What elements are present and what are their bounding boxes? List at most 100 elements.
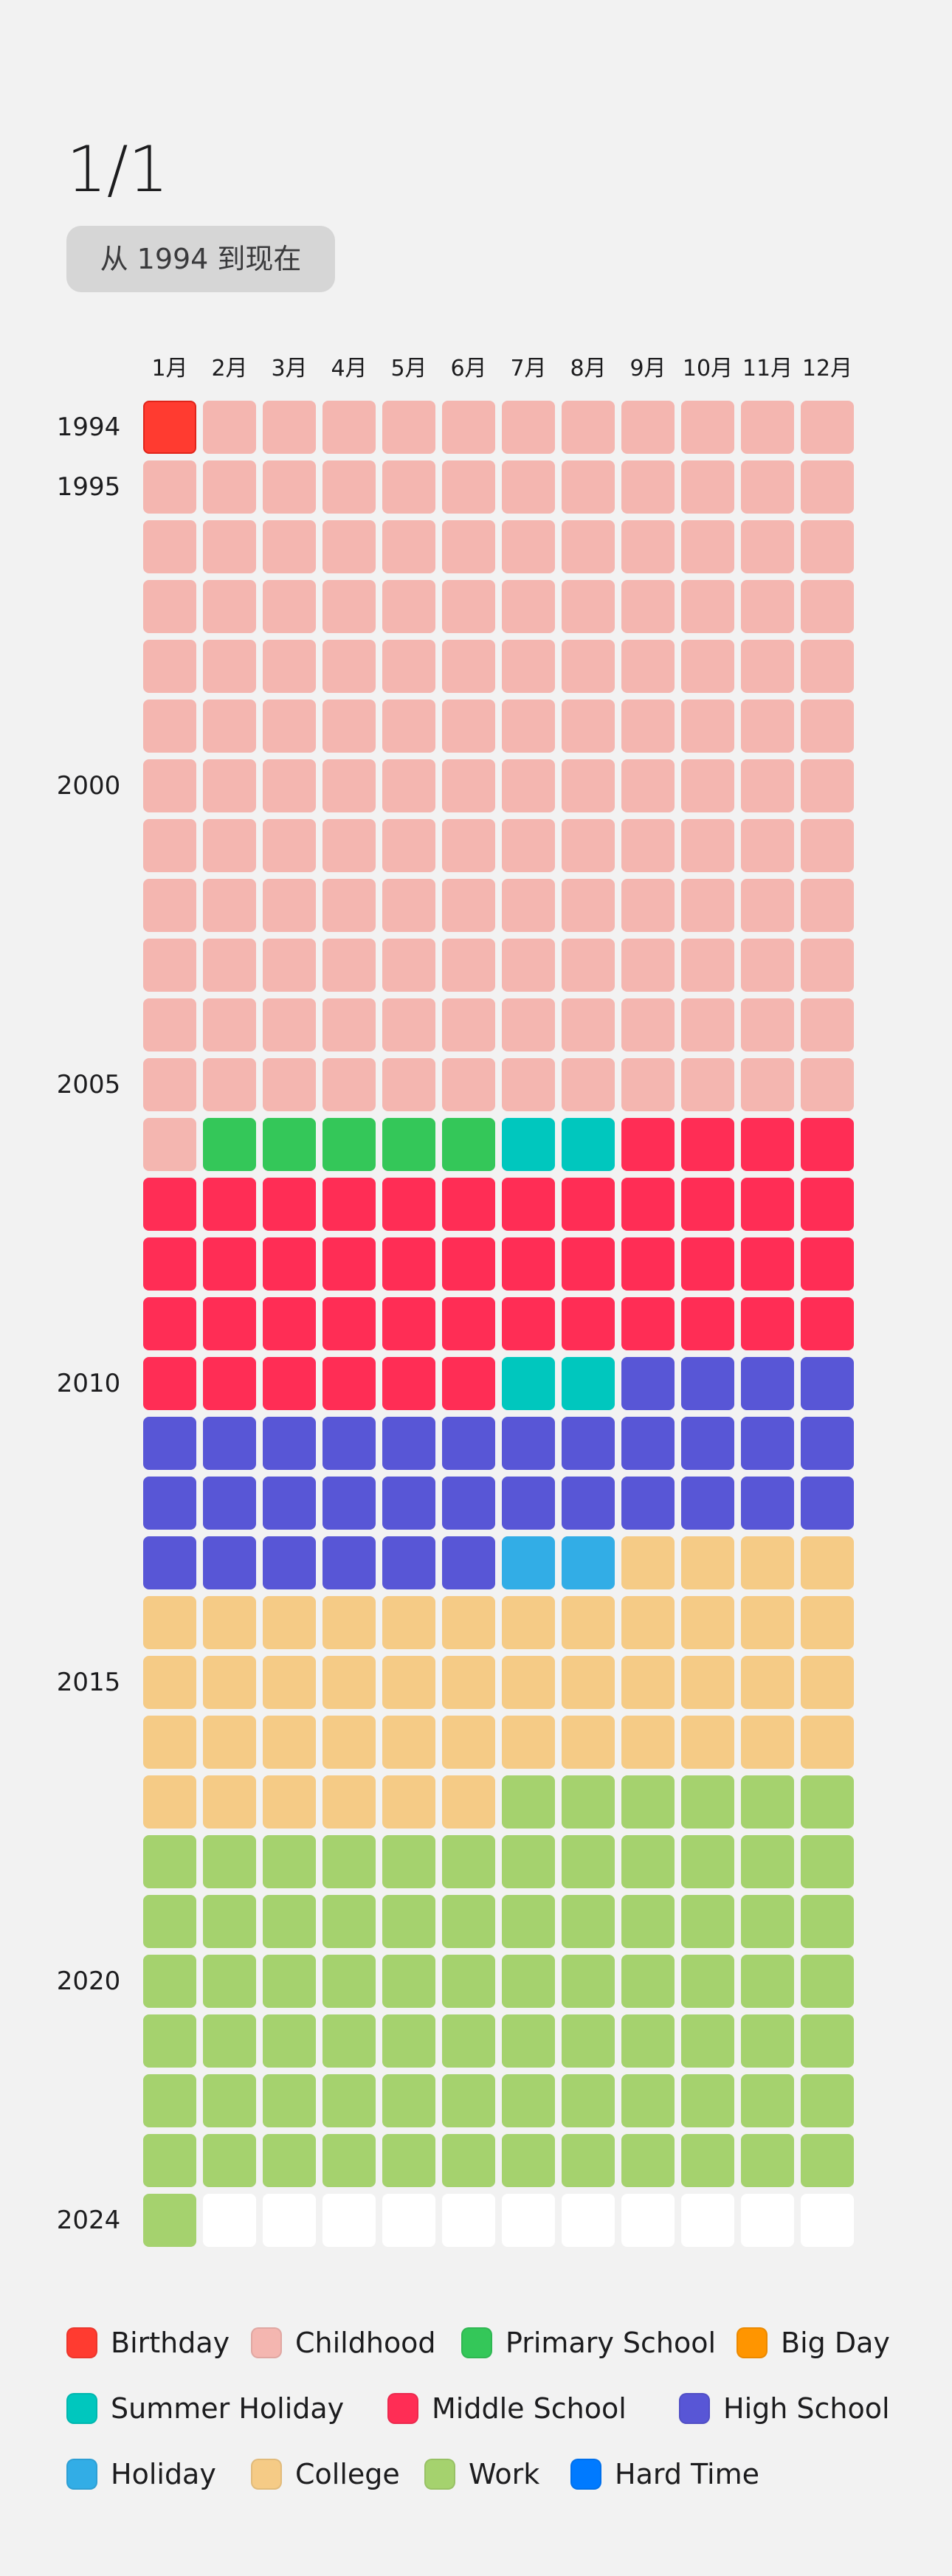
- month-cell-college[interactable]: [382, 1775, 435, 1829]
- month-cell-childhood[interactable]: [562, 879, 615, 932]
- month-cell-middle[interactable]: [741, 1118, 794, 1171]
- month-cell-childhood[interactable]: [263, 939, 316, 992]
- month-cell-work[interactable]: [322, 1835, 376, 1888]
- month-cell-college[interactable]: [681, 1536, 734, 1589]
- month-cell-childhood[interactable]: [681, 640, 734, 693]
- month-cell-college[interactable]: [203, 1596, 256, 1649]
- month-cell-work[interactable]: [621, 1835, 675, 1888]
- month-cell-childhood[interactable]: [681, 819, 734, 872]
- month-cell-childhood[interactable]: [621, 401, 675, 454]
- month-cell-childhood[interactable]: [681, 759, 734, 812]
- month-cell-college[interactable]: [143, 1596, 196, 1649]
- month-cell-childhood[interactable]: [322, 580, 376, 633]
- month-cell-college[interactable]: [741, 1596, 794, 1649]
- month-cell-middle[interactable]: [203, 1178, 256, 1231]
- month-cell-college[interactable]: [263, 1596, 316, 1649]
- month-cell-childhood[interactable]: [801, 700, 854, 753]
- month-cell-childhood[interactable]: [322, 939, 376, 992]
- month-cell-childhood[interactable]: [143, 640, 196, 693]
- month-cell-primary[interactable]: [263, 1118, 316, 1171]
- month-cell-future[interactable]: [681, 2194, 734, 2247]
- month-cell-work[interactable]: [562, 2074, 615, 2127]
- month-cell-high[interactable]: [203, 1477, 256, 1530]
- month-cell-work[interactable]: [621, 1895, 675, 1948]
- month-cell-childhood[interactable]: [681, 998, 734, 1052]
- legend-item-childhood[interactable]: Childhood: [251, 2321, 436, 2365]
- month-cell-work[interactable]: [322, 1955, 376, 2008]
- month-cell-childhood[interactable]: [442, 939, 495, 992]
- month-cell-college[interactable]: [382, 1656, 435, 1709]
- month-cell-childhood[interactable]: [741, 879, 794, 932]
- month-cell-childhood[interactable]: [741, 759, 794, 812]
- month-cell-childhood[interactable]: [681, 580, 734, 633]
- month-cell-childhood[interactable]: [502, 759, 555, 812]
- month-cell-high[interactable]: [741, 1357, 794, 1410]
- month-cell-work[interactable]: [741, 1955, 794, 2008]
- month-cell-high[interactable]: [143, 1536, 196, 1589]
- month-cell-work[interactable]: [382, 1835, 435, 1888]
- month-cell-work[interactable]: [562, 1895, 615, 1948]
- month-cell-childhood[interactable]: [263, 401, 316, 454]
- month-cell-childhood[interactable]: [502, 640, 555, 693]
- month-cell-childhood[interactable]: [322, 998, 376, 1052]
- month-cell-middle[interactable]: [143, 1178, 196, 1231]
- month-cell-work[interactable]: [143, 2014, 196, 2068]
- month-cell-work[interactable]: [203, 1835, 256, 1888]
- month-cell-primary[interactable]: [382, 1118, 435, 1171]
- month-cell-college[interactable]: [502, 1596, 555, 1649]
- month-cell-middle[interactable]: [203, 1237, 256, 1291]
- month-cell-middle[interactable]: [621, 1237, 675, 1291]
- month-cell-college[interactable]: [442, 1656, 495, 1709]
- month-cell-middle[interactable]: [502, 1297, 555, 1350]
- month-cell-work[interactable]: [143, 1955, 196, 2008]
- month-cell-high[interactable]: [801, 1357, 854, 1410]
- month-cell-childhood[interactable]: [442, 401, 495, 454]
- month-cell-work[interactable]: [502, 2134, 555, 2187]
- month-cell-college[interactable]: [621, 1716, 675, 1769]
- month-cell-childhood[interactable]: [621, 939, 675, 992]
- month-cell-work[interactable]: [502, 1775, 555, 1829]
- month-cell-work[interactable]: [322, 2134, 376, 2187]
- month-cell-college[interactable]: [442, 1775, 495, 1829]
- month-cell-work[interactable]: [382, 2134, 435, 2187]
- month-cell-middle[interactable]: [801, 1237, 854, 1291]
- month-cell-childhood[interactable]: [203, 640, 256, 693]
- month-cell-childhood[interactable]: [442, 1058, 495, 1111]
- month-cell-middle[interactable]: [203, 1357, 256, 1410]
- month-cell-work[interactable]: [801, 1955, 854, 2008]
- month-cell-childhood[interactable]: [502, 819, 555, 872]
- month-cell-childhood[interactable]: [502, 700, 555, 753]
- month-cell-middle[interactable]: [322, 1178, 376, 1231]
- month-cell-work[interactable]: [143, 1895, 196, 1948]
- month-cell-middle[interactable]: [442, 1237, 495, 1291]
- month-cell-college[interactable]: [263, 1716, 316, 1769]
- month-cell-middle[interactable]: [681, 1118, 734, 1171]
- month-cell-middle[interactable]: [681, 1237, 734, 1291]
- month-cell-work[interactable]: [382, 2074, 435, 2127]
- month-cell-childhood[interactable]: [502, 879, 555, 932]
- month-cell-childhood[interactable]: [562, 460, 615, 514]
- month-cell-childhood[interactable]: [263, 460, 316, 514]
- month-cell-childhood[interactable]: [621, 998, 675, 1052]
- month-cell-future[interactable]: [203, 2194, 256, 2247]
- month-cell-childhood[interactable]: [801, 401, 854, 454]
- month-cell-middle[interactable]: [143, 1237, 196, 1291]
- month-cell-childhood[interactable]: [203, 1058, 256, 1111]
- month-cell-middle[interactable]: [263, 1357, 316, 1410]
- month-cell-future[interactable]: [741, 2194, 794, 2247]
- month-cell-childhood[interactable]: [801, 520, 854, 573]
- month-cell-high[interactable]: [203, 1536, 256, 1589]
- month-cell-childhood[interactable]: [681, 1058, 734, 1111]
- month-cell-childhood[interactable]: [322, 759, 376, 812]
- month-cell-childhood[interactable]: [203, 879, 256, 932]
- month-cell-childhood[interactable]: [562, 401, 615, 454]
- month-cell-high[interactable]: [442, 1417, 495, 1470]
- month-cell-high[interactable]: [263, 1536, 316, 1589]
- month-cell-childhood[interactable]: [741, 520, 794, 573]
- month-cell-childhood[interactable]: [741, 819, 794, 872]
- month-cell-childhood[interactable]: [203, 700, 256, 753]
- month-cell-high[interactable]: [322, 1536, 376, 1589]
- month-cell-childhood[interactable]: [203, 998, 256, 1052]
- month-cell-work[interactable]: [681, 1895, 734, 1948]
- month-cell-future[interactable]: [801, 2194, 854, 2247]
